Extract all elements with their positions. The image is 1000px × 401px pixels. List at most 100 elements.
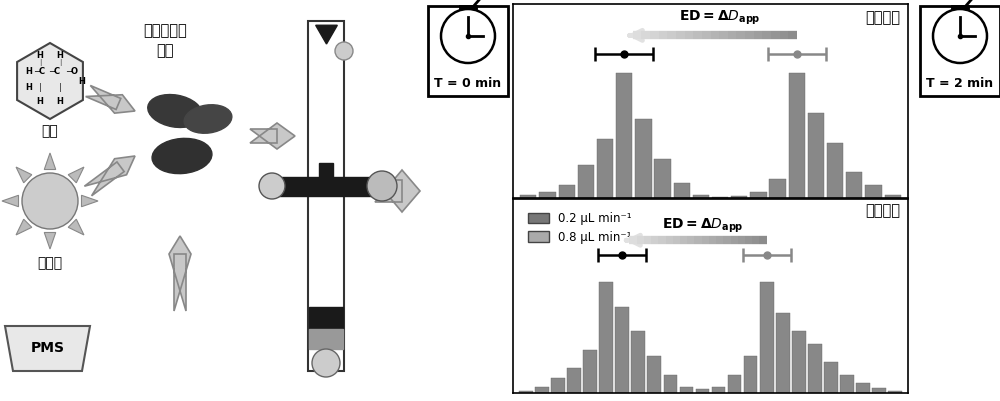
Bar [808, 113, 824, 198]
Polygon shape [250, 123, 295, 149]
Polygon shape [68, 167, 84, 183]
Bar [319, 163, 333, 177]
Polygon shape [17, 43, 83, 119]
Circle shape [259, 173, 285, 199]
Polygon shape [44, 153, 56, 170]
Bar [520, 194, 536, 198]
Bar [750, 192, 767, 198]
Bar [599, 282, 613, 393]
Bar [840, 375, 854, 393]
Bar [674, 182, 690, 198]
Text: H: H [26, 67, 32, 75]
Text: PMS: PMS [30, 342, 64, 356]
Bar [309, 329, 343, 349]
Bar [693, 194, 709, 198]
Circle shape [933, 9, 987, 63]
Circle shape [367, 171, 397, 201]
Text: H: H [26, 83, 32, 91]
Text: 氧化损伤: 氧化损伤 [865, 203, 900, 218]
Bar [744, 356, 757, 393]
Bar [559, 185, 575, 198]
Bar [865, 185, 882, 198]
Text: |: | [38, 83, 42, 91]
Bar [539, 192, 556, 198]
Ellipse shape [184, 105, 232, 133]
Bar [567, 369, 581, 393]
Circle shape [22, 173, 78, 229]
Bar [578, 166, 594, 198]
Text: H: H [37, 51, 43, 59]
Legend: 0.2 μL min⁻¹, 0.8 μL min⁻¹: 0.2 μL min⁻¹, 0.8 μL min⁻¹ [523, 207, 637, 249]
Bar [309, 307, 343, 329]
Bar [760, 282, 774, 393]
Polygon shape [2, 195, 19, 207]
Bar [824, 362, 838, 393]
Bar [846, 172, 862, 198]
Bar [615, 307, 629, 393]
Bar [535, 387, 549, 393]
Text: ─O: ─O [66, 67, 78, 75]
Bar [789, 73, 805, 198]
Text: |: | [58, 83, 62, 91]
FancyBboxPatch shape [428, 6, 508, 96]
Text: 健康对照: 健康对照 [865, 10, 900, 25]
Polygon shape [86, 85, 135, 113]
Bar [680, 387, 693, 393]
Bar [792, 332, 806, 393]
Bar [631, 332, 645, 393]
Polygon shape [375, 170, 420, 212]
Bar [776, 313, 790, 393]
Bar [808, 344, 822, 393]
Bar [519, 391, 533, 393]
Polygon shape [5, 326, 90, 371]
Bar [712, 387, 725, 393]
Bar [728, 375, 741, 393]
Bar [551, 378, 565, 393]
Text: $\mathbf{ED = \Delta}D_\mathbf{app}$: $\mathbf{ED = \Delta}D_\mathbf{app}$ [662, 217, 743, 235]
Bar [664, 375, 677, 393]
Bar [616, 73, 632, 198]
Bar [885, 194, 901, 198]
Text: |: | [59, 59, 61, 67]
Text: $\mathbf{ED = \Delta}D_\mathbf{app}$: $\mathbf{ED = \Delta}D_\mathbf{app}$ [679, 9, 761, 27]
Bar [654, 159, 671, 198]
Text: 损伤: 损伤 [156, 43, 174, 59]
Polygon shape [68, 219, 84, 235]
Text: ─C: ─C [34, 67, 46, 75]
Text: |: | [39, 59, 41, 67]
Circle shape [312, 349, 340, 377]
Polygon shape [44, 233, 56, 249]
Polygon shape [16, 219, 32, 235]
Bar [856, 383, 870, 393]
Bar [635, 119, 652, 198]
FancyBboxPatch shape [920, 6, 1000, 96]
Text: H: H [79, 77, 85, 87]
Polygon shape [16, 167, 32, 183]
Text: H: H [37, 97, 43, 105]
FancyBboxPatch shape [308, 21, 344, 371]
Text: 活性氧: 活性氧 [37, 256, 63, 270]
Text: 乙醇: 乙醇 [42, 124, 58, 138]
Bar [272, 176, 382, 196]
Bar [827, 143, 843, 198]
Polygon shape [169, 236, 191, 311]
Text: H: H [57, 97, 63, 105]
Text: T = 2 min: T = 2 min [926, 77, 994, 90]
Ellipse shape [152, 138, 212, 174]
Circle shape [335, 42, 353, 60]
Ellipse shape [148, 95, 202, 128]
Bar [597, 139, 613, 198]
Text: 红细胞氧化: 红细胞氧化 [143, 24, 187, 38]
Bar [872, 388, 886, 393]
Circle shape [441, 9, 495, 63]
Bar [696, 389, 709, 393]
Bar [712, 197, 728, 198]
Bar [769, 179, 786, 198]
Text: T = 0 min: T = 0 min [434, 77, 502, 90]
Bar [583, 350, 597, 393]
Polygon shape [81, 195, 98, 207]
Text: H: H [57, 51, 63, 59]
Bar [888, 391, 902, 393]
Bar [731, 196, 747, 198]
Text: ─C: ─C [49, 67, 61, 75]
